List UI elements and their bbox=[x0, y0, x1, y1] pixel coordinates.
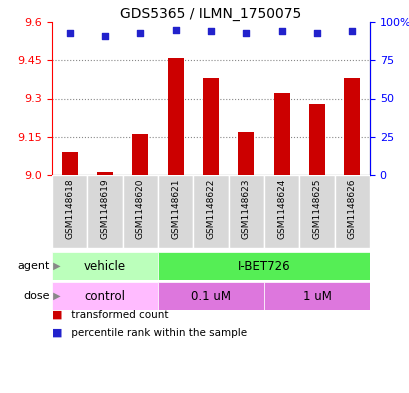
Point bbox=[66, 29, 73, 36]
Text: GSM1148626: GSM1148626 bbox=[347, 179, 356, 239]
Text: 1 uM: 1 uM bbox=[302, 290, 330, 303]
Text: GSM1148621: GSM1148621 bbox=[171, 179, 180, 239]
Bar bbox=[167, 58, 183, 175]
Bar bbox=[263, 282, 369, 310]
Bar bbox=[299, 175, 334, 248]
Bar bbox=[202, 78, 218, 175]
Bar bbox=[228, 175, 263, 248]
Text: control: control bbox=[84, 290, 125, 303]
Title: GDS5365 / ILMN_1750075: GDS5365 / ILMN_1750075 bbox=[120, 7, 301, 21]
Text: ■: ■ bbox=[52, 310, 62, 320]
Point bbox=[278, 28, 284, 34]
Text: I-BET726: I-BET726 bbox=[237, 259, 290, 272]
Point bbox=[243, 29, 249, 36]
Bar bbox=[52, 175, 87, 248]
Text: ▶: ▶ bbox=[50, 291, 61, 301]
Text: agent: agent bbox=[18, 261, 50, 271]
Bar bbox=[157, 282, 263, 310]
Bar bbox=[238, 132, 254, 175]
Bar bbox=[122, 175, 157, 248]
Text: GSM1148620: GSM1148620 bbox=[135, 179, 144, 239]
Bar bbox=[334, 175, 369, 248]
Point bbox=[101, 33, 108, 39]
Text: ■: ■ bbox=[52, 328, 62, 338]
Text: transformed count: transformed count bbox=[68, 310, 169, 320]
Point bbox=[172, 26, 178, 33]
Bar bbox=[193, 175, 228, 248]
Bar bbox=[157, 175, 193, 248]
Text: GSM1148623: GSM1148623 bbox=[241, 179, 250, 239]
Text: percentile rank within the sample: percentile rank within the sample bbox=[68, 328, 247, 338]
Bar bbox=[87, 175, 122, 248]
Bar bbox=[62, 152, 77, 175]
Bar bbox=[52, 282, 157, 310]
Point bbox=[207, 28, 214, 34]
Bar bbox=[157, 252, 369, 280]
Bar bbox=[308, 104, 324, 175]
Point bbox=[313, 29, 319, 36]
Bar bbox=[132, 134, 148, 175]
Bar bbox=[273, 94, 289, 175]
Text: ▶: ▶ bbox=[50, 261, 61, 271]
Text: 0.1 uM: 0.1 uM bbox=[191, 290, 230, 303]
Text: GSM1148622: GSM1148622 bbox=[206, 179, 215, 239]
Bar bbox=[263, 175, 299, 248]
Text: GSM1148619: GSM1148619 bbox=[100, 179, 109, 239]
Text: GSM1148625: GSM1148625 bbox=[312, 179, 321, 239]
Text: dose: dose bbox=[23, 291, 50, 301]
Point bbox=[137, 29, 143, 36]
Text: vehicle: vehicle bbox=[84, 259, 126, 272]
Bar bbox=[344, 78, 360, 175]
Point bbox=[348, 28, 355, 34]
Text: GSM1148618: GSM1148618 bbox=[65, 179, 74, 239]
Bar bbox=[52, 252, 157, 280]
Bar bbox=[97, 173, 112, 175]
Text: GSM1148624: GSM1148624 bbox=[276, 179, 285, 239]
